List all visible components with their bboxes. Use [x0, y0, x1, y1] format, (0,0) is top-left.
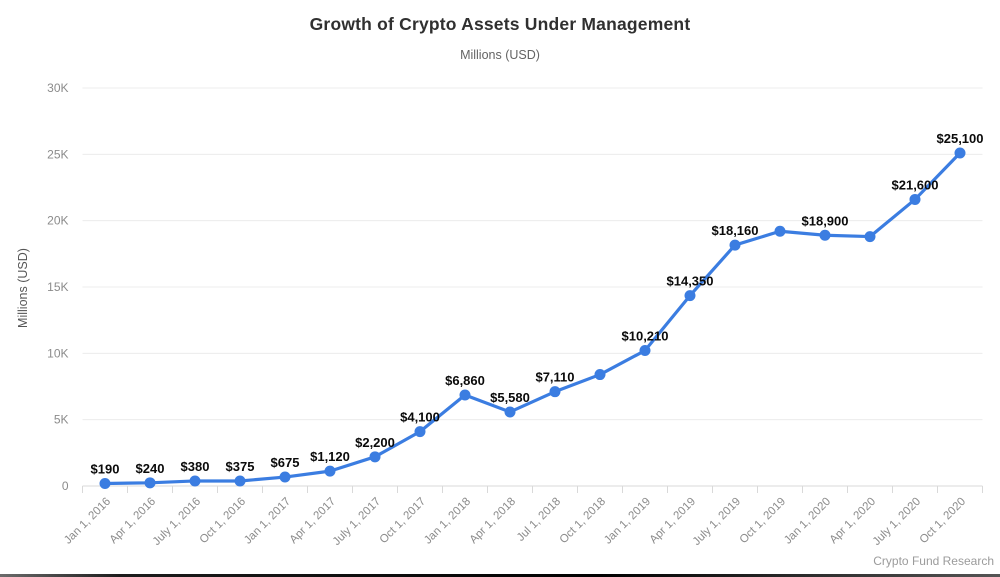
data-point-label: $190: [91, 461, 120, 476]
data-point-label: $7,110: [535, 370, 574, 385]
data-point[interactable]: [909, 193, 921, 205]
x-tick-label: Oct 1, 2018: [558, 496, 609, 547]
data-point[interactable]: [774, 225, 786, 237]
chart-subtitle: Millions (USD): [460, 48, 540, 62]
attribution-label: Crypto Fund Research: [873, 554, 994, 568]
x-tick-label: Jan 1, 2017: [242, 496, 293, 547]
data-point-label: $21,600: [892, 177, 939, 192]
y-tick-label: 5K: [54, 413, 69, 427]
data-point[interactable]: [189, 475, 201, 487]
data-point-label: $2,200: [355, 435, 395, 450]
data-point[interactable]: [729, 239, 741, 251]
data-point[interactable]: [864, 231, 876, 243]
x-tick-label: Jan 1, 2019: [602, 496, 653, 547]
x-tick-label: Oct 1, 2020: [918, 496, 969, 547]
data-point[interactable]: [684, 290, 696, 302]
x-tick-label: July 1, 2020: [871, 496, 923, 548]
data-point[interactable]: [459, 389, 471, 401]
data-point-label: $675: [271, 455, 300, 470]
x-tick-label: Apr 1, 2018: [468, 496, 519, 547]
data-point-label: $18,160: [712, 223, 759, 238]
data-point[interactable]: [324, 465, 336, 477]
x-tick-label: July 1, 2017: [331, 496, 383, 548]
x-tick-label: Oct 1, 2019: [738, 496, 789, 547]
y-tick-label: 15K: [47, 280, 68, 294]
data-point[interactable]: [369, 451, 381, 463]
data-point[interactable]: [819, 229, 831, 241]
data-point[interactable]: [144, 477, 156, 489]
data-point[interactable]: [234, 475, 246, 487]
data-point-label: $375: [226, 459, 255, 474]
x-tick-label: Jan 1, 2016: [62, 496, 113, 547]
y-tick-label: 20K: [47, 214, 68, 228]
data-point-label: $10,210: [622, 329, 669, 344]
x-tick-label: Oct 1, 2016: [198, 496, 249, 547]
data-point[interactable]: [504, 406, 516, 418]
data-point-label: $1,120: [310, 449, 350, 464]
x-tick-label: July 1, 2016: [151, 496, 203, 548]
y-tick-label: 10K: [47, 346, 68, 360]
y-tick-label: 0: [62, 479, 69, 493]
data-point[interactable]: [549, 386, 561, 398]
data-point[interactable]: [954, 147, 966, 159]
data-point-label: $14,350: [667, 274, 714, 289]
series-line: [103, 151, 962, 486]
y-tick-label: 30K: [47, 81, 68, 95]
data-point[interactable]: [594, 369, 606, 381]
data-point[interactable]: [99, 477, 111, 489]
data-point[interactable]: [279, 471, 291, 483]
chart-title: Growth of Crypto Assets Under Management: [309, 14, 691, 34]
bottom-edge-bar: [0, 574, 1000, 577]
data-point-label: $4,100: [400, 410, 440, 425]
x-tick-label: Oct 1, 2017: [378, 496, 429, 547]
data-point-label: $240: [136, 461, 165, 476]
x-tick-label: Jul 1, 2018: [515, 496, 563, 544]
y-tick-label: 25K: [47, 147, 68, 161]
data-point-label: $18,900: [802, 213, 849, 228]
data-point-label: $6,860: [445, 373, 485, 388]
data-point[interactable]: [639, 345, 651, 357]
x-tick-label: July 1, 2019: [691, 496, 743, 548]
x-tick-label: Jan 1, 2018: [422, 496, 473, 547]
data-point-label: $25,100: [937, 131, 984, 146]
data-point-label: $380: [181, 459, 210, 474]
data-point[interactable]: [414, 426, 426, 438]
x-tick-label: Jan 1, 2020: [782, 496, 833, 547]
data-point-label: $5,580: [490, 390, 530, 405]
